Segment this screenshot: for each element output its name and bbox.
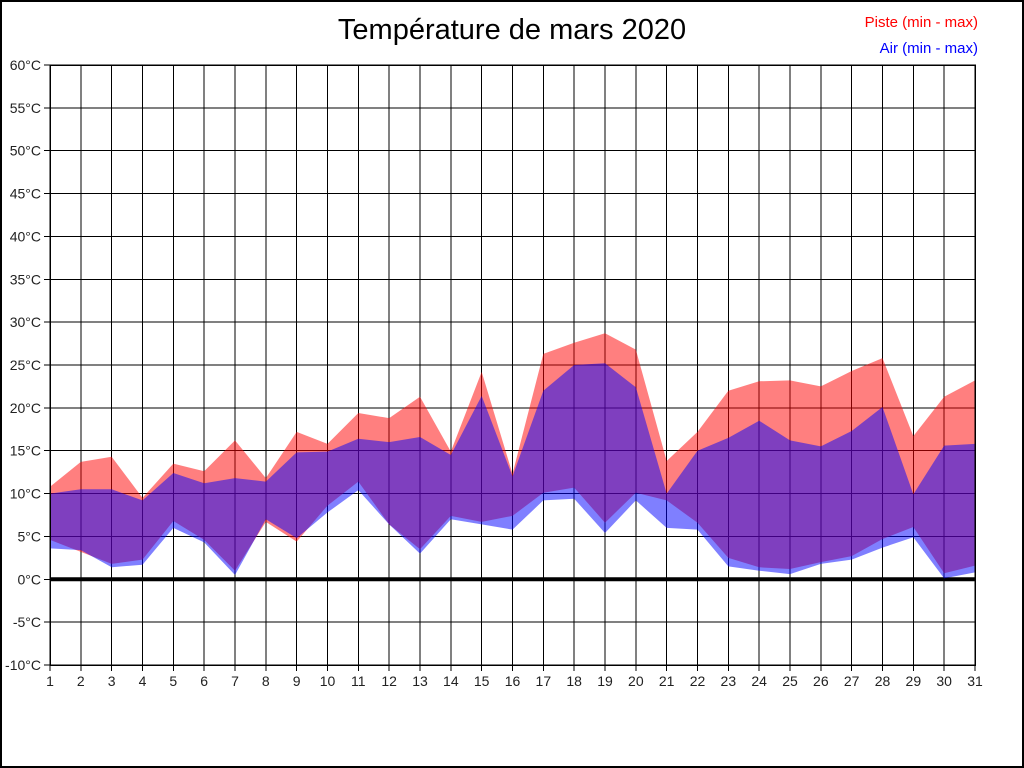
svg-text:45°C: 45°C	[10, 186, 41, 202]
svg-text:25°C: 25°C	[10, 357, 41, 373]
svg-text:21: 21	[659, 673, 675, 689]
svg-text:7: 7	[231, 673, 239, 689]
svg-text:14: 14	[443, 673, 459, 689]
svg-text:6: 6	[200, 673, 208, 689]
svg-text:20°C: 20°C	[10, 400, 41, 416]
svg-text:2: 2	[77, 673, 85, 689]
svg-text:5: 5	[169, 673, 177, 689]
svg-text:50°C: 50°C	[10, 143, 41, 159]
svg-text:60°C: 60°C	[10, 57, 41, 73]
legend-piste-label: Piste (min - max)	[864, 14, 978, 31]
svg-text:20: 20	[628, 673, 644, 689]
legend-air-label: Air (min - max)	[879, 40, 978, 57]
svg-text:13: 13	[412, 673, 428, 689]
svg-text:8: 8	[262, 673, 270, 689]
svg-text:29: 29	[906, 673, 922, 689]
plot-border	[49, 64, 976, 666]
svg-text:17: 17	[536, 673, 552, 689]
svg-text:28: 28	[875, 673, 891, 689]
svg-text:15°C: 15°C	[10, 443, 41, 459]
band-air	[50, 363, 975, 579]
svg-text:10°C: 10°C	[10, 486, 41, 502]
chart-title: Température de mars 2020	[337, 14, 687, 46]
svg-text:15: 15	[474, 673, 490, 689]
svg-text:40°C: 40°C	[10, 228, 41, 244]
svg-text:55°C: 55°C	[10, 100, 41, 116]
svg-text:1: 1	[46, 673, 54, 689]
svg-text:19: 19	[597, 673, 613, 689]
svg-text:31: 31	[967, 673, 983, 689]
svg-text:27: 27	[844, 673, 860, 689]
svg-text:-10°C: -10°C	[5, 657, 41, 673]
svg-text:23: 23	[721, 673, 737, 689]
svg-text:9: 9	[293, 673, 301, 689]
svg-text:12: 12	[381, 673, 397, 689]
svg-text:25: 25	[782, 673, 798, 689]
svg-text:10: 10	[320, 673, 336, 689]
svg-text:30°C: 30°C	[10, 314, 41, 330]
legend: Piste (min - max) Air (min - max)	[865, 10, 978, 62]
svg-text:22: 22	[690, 673, 706, 689]
svg-text:30: 30	[936, 673, 952, 689]
svg-text:0°C: 0°C	[18, 571, 42, 587]
svg-text:3: 3	[108, 673, 116, 689]
svg-text:26: 26	[813, 673, 829, 689]
svg-text:11: 11	[351, 673, 366, 689]
x-tick-labels: 1 2 3 4 5 6 7 8 9 10 11 12 13 14 15 16 17 18 19 20 21 22 23 24 2…	[46, 673, 983, 689]
y-tick-labels: 60°C 55°C 50°C 45°C 40°C 35°C 30°C 25°C 20°C 15°C…	[5, 57, 41, 673]
svg-text:4: 4	[139, 673, 147, 689]
svg-text:24: 24	[751, 673, 767, 689]
svg-text:16: 16	[505, 673, 521, 689]
svg-text:35°C: 35°C	[10, 271, 41, 287]
svg-text:18: 18	[566, 673, 582, 689]
svg-text:-5°C: -5°C	[13, 614, 41, 630]
svg-text:5°C: 5°C	[18, 528, 42, 544]
